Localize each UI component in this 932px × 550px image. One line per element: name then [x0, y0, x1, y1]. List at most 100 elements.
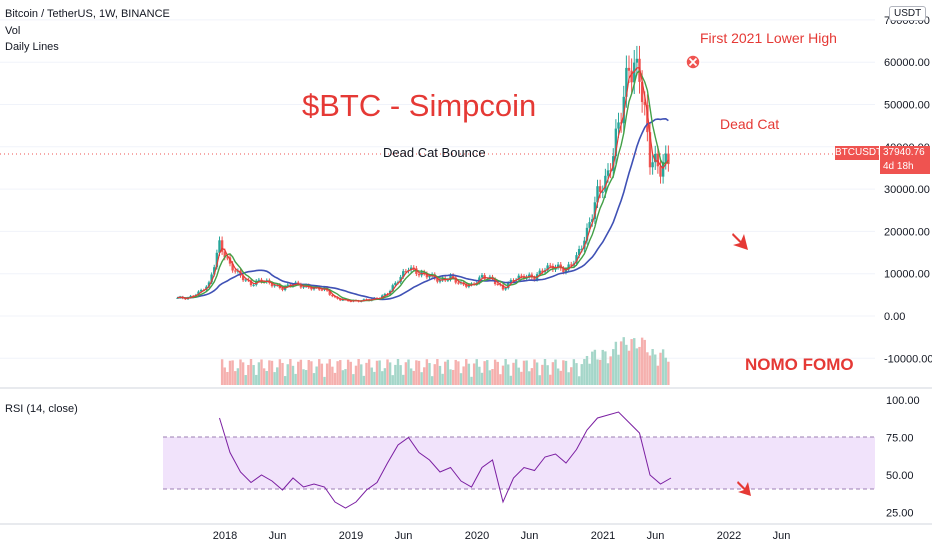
- price-axis-labels: 70000.0060000.0050000.0040000.0030000.00…: [884, 15, 932, 365]
- legend-symbol: Bitcoin / TetherUS, 1W, BINANCE: [5, 8, 170, 20]
- time-tick-label: 2018: [213, 530, 237, 542]
- volume-bar: [273, 372, 276, 385]
- volume-bar: [430, 376, 434, 385]
- countdown-tag: 4d 18h: [880, 160, 930, 174]
- volume-bar: [546, 365, 549, 385]
- candle-body: [299, 284, 303, 288]
- candle-body: [601, 191, 604, 193]
- candle-body: [591, 219, 594, 223]
- volume-bar: [570, 367, 573, 385]
- candle-body: [504, 288, 507, 290]
- volume-bar: [247, 364, 250, 385]
- volume-bar: [601, 349, 604, 385]
- volume-bar: [462, 366, 465, 385]
- candle-body: [604, 175, 607, 192]
- volume-bar: [606, 363, 610, 385]
- time-tick-label: Jun: [269, 530, 287, 542]
- annotation-dead-cat: Dead Cat: [720, 116, 780, 132]
- time-axis-labels: 2018 Jun 2019 Jun 2020 Jun 2021 Jun 2022 Jun: [213, 530, 791, 542]
- volume-bar: [310, 361, 313, 385]
- volume-bar: [596, 359, 599, 385]
- volume-bar: [512, 362, 515, 385]
- candle-body: [383, 293, 387, 296]
- candle-body: [517, 275, 520, 280]
- volume-bar: [438, 365, 442, 385]
- time-tick-label: Jun: [395, 530, 413, 542]
- candle-body: [231, 263, 234, 271]
- candle-body: [667, 153, 670, 165]
- candle-body: [226, 257, 229, 259]
- ticker-tag: BTCUSDT: [835, 146, 883, 160]
- volume-bar: [470, 376, 473, 385]
- volume-bar: [265, 371, 268, 385]
- currency-badge[interactable]: USDT: [889, 6, 927, 21]
- volume-bar: [457, 361, 460, 385]
- ma-fast-line: [177, 67, 669, 302]
- price-tick-label: 20000.00: [884, 226, 930, 238]
- candle-body: [546, 265, 549, 271]
- volume-bar: [339, 360, 342, 385]
- volume-bar: [630, 339, 633, 385]
- volume-bar: [407, 359, 410, 385]
- annotation-title: $BTC - Simpcoin: [302, 88, 537, 123]
- legend-rsi: RSI (14, close): [5, 403, 78, 415]
- candle-body: [328, 290, 331, 295]
- volume-bar: [551, 362, 555, 385]
- volume-bar: [444, 361, 447, 385]
- candle-body: [241, 275, 245, 281]
- volume-bar: [580, 364, 583, 385]
- candle-body: [270, 282, 274, 287]
- volume-bar: [236, 368, 240, 385]
- candle-body: [509, 280, 513, 284]
- candle-body: [538, 270, 541, 275]
- time-tick-label: 2021: [591, 530, 615, 542]
- volume-bar: [281, 362, 284, 385]
- volume-bar: [659, 352, 662, 385]
- volume-bar: [420, 372, 423, 385]
- volume-bar: [567, 372, 570, 385]
- volume-bar: [667, 361, 670, 385]
- volume-bar: [588, 363, 591, 385]
- candle-body: [570, 264, 573, 266]
- candle-body: [551, 265, 555, 270]
- volume-bar: [344, 369, 347, 385]
- candle-body: [281, 287, 284, 290]
- price-tick-label: 50000.00: [884, 100, 930, 112]
- volume-bar: [612, 349, 615, 385]
- volume-bar: [391, 375, 394, 385]
- volume-bar: [472, 363, 476, 385]
- volume-bar: [651, 349, 654, 385]
- rsi-tick-label: 100.00: [886, 395, 920, 407]
- volume-bar: [559, 370, 562, 385]
- volume-bar: [533, 359, 536, 385]
- candle-body: [425, 273, 429, 278]
- candle-body: [630, 70, 633, 83]
- candle-body: [402, 271, 405, 277]
- candle-body: [454, 277, 457, 283]
- candle-body: [598, 186, 602, 192]
- volume-bar: [446, 359, 450, 385]
- volume-bar: [226, 371, 229, 385]
- volume-bar: [535, 362, 539, 385]
- candle-body: [501, 284, 505, 290]
- volume-bar: [360, 364, 363, 385]
- volume-bar: [223, 367, 226, 385]
- candle-body: [223, 251, 226, 258]
- volume-bar: [394, 364, 397, 385]
- candle-body: [415, 268, 418, 274]
- volume-bar: [640, 337, 644, 385]
- candle-body: [404, 271, 408, 273]
- price-tick-label: 30000.00: [884, 184, 930, 196]
- volume-bar: [252, 365, 255, 385]
- volume-bar: [297, 361, 300, 385]
- volume-bar: [373, 371, 376, 385]
- candle-body: [438, 280, 442, 282]
- volume-bar: [315, 366, 318, 385]
- candle-body: [588, 222, 591, 228]
- candle-body: [585, 227, 589, 241]
- volume-bar: [525, 360, 528, 385]
- volume-bar: [231, 360, 234, 385]
- price-tick-label: 10000.00: [884, 269, 930, 281]
- volume-bar: [354, 365, 358, 385]
- volume-bar: [302, 369, 305, 385]
